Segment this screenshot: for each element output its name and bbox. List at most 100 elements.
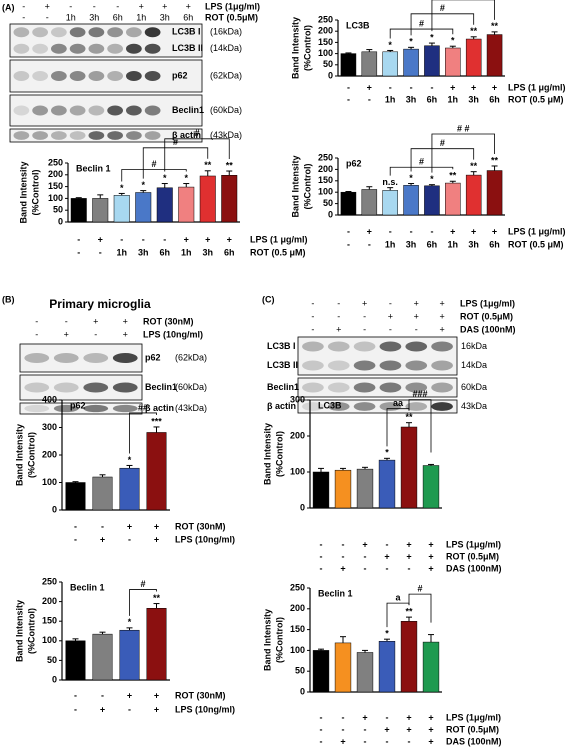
- lane-mark: -: [311, 324, 314, 334]
- blot-band: [13, 43, 30, 54]
- significance: *: [120, 183, 124, 193]
- treatment-mark: -: [389, 226, 392, 236]
- lane-mark: +: [162, 1, 167, 11]
- blot-band: [83, 382, 109, 393]
- y-tick-label: 0: [328, 209, 333, 219]
- lane-mark: +: [64, 329, 69, 339]
- treatment-mark: -: [386, 712, 389, 722]
- blot-band: [112, 382, 138, 393]
- treatment-mark: 3h: [138, 247, 149, 257]
- treatment-mark: -: [410, 82, 413, 92]
- blot-band: [144, 27, 161, 38]
- treatment-mark: -: [120, 234, 123, 244]
- blot-band: [353, 382, 376, 393]
- blot-band: [32, 43, 48, 54]
- lane-mark: +: [123, 316, 128, 326]
- blot-band: [69, 43, 86, 54]
- lane-mark: -: [363, 324, 366, 334]
- blot-box: [19, 402, 143, 415]
- treatment-label: LPS (1μg/ml): [446, 539, 501, 549]
- treatment-label: LPS (10ng/ml): [143, 329, 203, 339]
- blot-band: [88, 27, 105, 38]
- bracket-label: #: [140, 579, 145, 589]
- treatment-mark: -: [389, 82, 392, 92]
- treatment-mark: -: [77, 247, 80, 257]
- lane-mark: 1h: [66, 12, 76, 22]
- treatment-mark: -: [74, 534, 77, 544]
- significance: **: [491, 155, 499, 165]
- treatment-mark: -: [320, 563, 323, 573]
- blot-band: [83, 353, 109, 363]
- treatment-mark: +: [367, 82, 372, 92]
- treatment-mark: +: [100, 534, 105, 544]
- band-label: Beclin1: [145, 382, 177, 392]
- bracket: [410, 13, 475, 36]
- lane-mark: -: [35, 329, 38, 339]
- bar: [178, 186, 195, 223]
- bracket: [431, 133, 495, 173]
- blot-box: [297, 336, 458, 376]
- treatment-mark: +: [428, 539, 433, 549]
- significance: n.s.: [382, 177, 398, 187]
- treatment-label: LPS (1μg/ml): [460, 298, 515, 308]
- blot-band: [126, 27, 142, 38]
- bar: [378, 640, 396, 693]
- treatment-mark: 6h: [427, 94, 438, 104]
- y-tick-label: 50: [295, 666, 305, 676]
- treatment-label: LPS (10ng/ml): [175, 704, 235, 714]
- blot-band: [327, 341, 350, 352]
- blot-band: [53, 382, 79, 393]
- blot-band: [126, 71, 142, 81]
- panel-label: (B): [2, 294, 15, 304]
- bar: [334, 642, 352, 693]
- bar: [361, 51, 378, 77]
- y-axis-label: (%Control): [30, 170, 40, 216]
- blot-band: [112, 404, 138, 413]
- blot-band: [144, 71, 161, 81]
- lane-mark: -: [69, 1, 72, 11]
- bracket-label: # #: [457, 123, 470, 133]
- bracket-label: ##: [138, 402, 148, 412]
- treatment-mark: -: [430, 226, 433, 236]
- band-label: LC3B I: [172, 27, 201, 37]
- blot-band: [13, 131, 30, 140]
- chart-title: LC3B: [346, 20, 370, 30]
- treatment-mark: -: [99, 247, 102, 257]
- blot-band: [302, 402, 324, 411]
- blot-band: [126, 43, 142, 54]
- band-label: p62: [145, 352, 161, 362]
- treatment-mark: 3h: [468, 239, 479, 249]
- treatment-mark: +: [450, 82, 455, 92]
- y-tick-label: 0: [300, 686, 305, 696]
- lane-mark: +: [362, 298, 367, 308]
- treatment-mark: 1h: [385, 239, 396, 249]
- treatment-mark: +: [428, 563, 433, 573]
- treatment-mark: -: [368, 239, 371, 249]
- blot-band: [405, 360, 428, 371]
- band-size: (60kDa): [210, 105, 242, 115]
- treatment-label: LPS (1 μg/ml): [250, 234, 308, 244]
- treatment-label: ROT (30nM): [143, 316, 194, 326]
- bar: [422, 641, 440, 693]
- blot-band: [24, 404, 50, 413]
- treatment-mark: -: [430, 82, 433, 92]
- treatment-mark: -: [163, 234, 166, 244]
- bar: [334, 469, 352, 509]
- lane-mark: 1h: [136, 12, 146, 22]
- treatment-mark: +: [98, 234, 103, 244]
- treatment-mark: +: [406, 539, 411, 549]
- lane-mark: +: [123, 329, 128, 339]
- lane-mark: -: [22, 1, 25, 11]
- bar: [422, 465, 440, 509]
- bar: [356, 652, 374, 693]
- treatment-mark: -: [386, 563, 389, 573]
- significance: **: [405, 606, 413, 616]
- treatment-mark: -: [347, 94, 350, 104]
- bracket-label: #: [151, 159, 156, 169]
- bar: [465, 38, 482, 77]
- bar: [70, 198, 87, 223]
- bar: [486, 170, 503, 216]
- lane-mark: -: [311, 311, 314, 321]
- y-tick-label: 300: [290, 394, 305, 404]
- y-tick-label: 150: [42, 616, 57, 626]
